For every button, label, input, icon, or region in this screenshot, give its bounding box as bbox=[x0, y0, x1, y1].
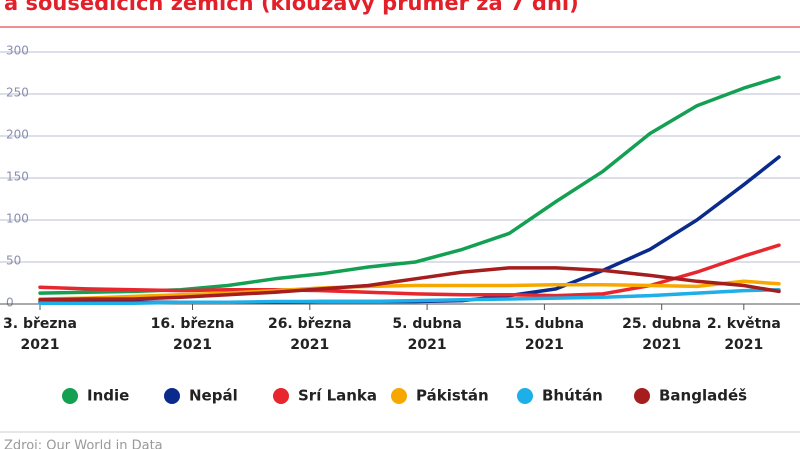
x-tick-label-line: 2021 bbox=[408, 337, 447, 353]
chart-title: a sousedících zemích (klouzavý průměr za… bbox=[4, 0, 579, 15]
x-tick-label-line: 25. dubna bbox=[622, 316, 701, 332]
x-tick-label: 26. března 2021 bbox=[268, 316, 352, 353]
x-tick-label-line: 16. března bbox=[151, 316, 235, 332]
series-line bbox=[38, 243, 781, 298]
legend-marker bbox=[517, 388, 533, 404]
x-tick-label: 3. března 2021 bbox=[3, 316, 77, 353]
y-tick-label: 300 bbox=[6, 44, 29, 58]
x-tick-label-line: 2. května bbox=[707, 316, 781, 332]
x-tick-label-line: 15. dubna bbox=[505, 316, 584, 332]
legend-label: Srí Lanka bbox=[298, 387, 377, 405]
legend-marker bbox=[391, 388, 407, 404]
x-tick-label-line: 2021 bbox=[290, 337, 329, 353]
series-line bbox=[38, 279, 781, 301]
y-tick-label: 200 bbox=[6, 128, 29, 142]
x-tick-label: 2. května 2021 bbox=[707, 316, 781, 353]
x-tick-label-line: 2021 bbox=[724, 337, 763, 353]
x-tick-label: 16. března 2021 bbox=[151, 316, 235, 353]
x-tick-label: 25. dubna 2021 bbox=[622, 316, 701, 353]
y-tick-label: 0 bbox=[6, 296, 14, 310]
x-tick-label-line: 26. března bbox=[268, 316, 352, 332]
y-tick-label: 50 bbox=[6, 254, 21, 268]
x-tick-label: 5. dubna 2021 bbox=[392, 316, 461, 353]
legend-label: Pákistán bbox=[416, 387, 489, 405]
legend-label: Bangladéš bbox=[659, 387, 747, 405]
y-tick-label: 250 bbox=[6, 86, 29, 100]
x-tick-label-line: 2021 bbox=[173, 337, 212, 353]
series-line bbox=[38, 75, 781, 295]
y-tick-label: 150 bbox=[6, 170, 29, 184]
source: Zdroj: Our World in Data bbox=[4, 439, 163, 449]
x-tick-label-line: 2021 bbox=[21, 337, 60, 353]
x-tick-label-line: 2021 bbox=[525, 337, 564, 353]
legend-label: Nepál bbox=[189, 387, 238, 405]
x-tick-label: 15. dubna 2021 bbox=[505, 316, 584, 353]
x-tick-label-line: 3. března bbox=[3, 316, 77, 332]
x-tick-label-line: 2021 bbox=[642, 337, 681, 353]
series-line bbox=[38, 266, 781, 302]
legend-marker bbox=[634, 388, 650, 404]
legend-label: Indie bbox=[87, 387, 129, 405]
x-tick-label-line: 5. dubna bbox=[392, 316, 461, 332]
legend-label: Bhútán bbox=[542, 387, 603, 405]
series-line bbox=[38, 287, 781, 305]
legend-marker bbox=[62, 388, 78, 404]
legend-marker bbox=[164, 388, 180, 404]
y-tick-label: 100 bbox=[6, 212, 29, 226]
legend-marker bbox=[273, 388, 289, 404]
